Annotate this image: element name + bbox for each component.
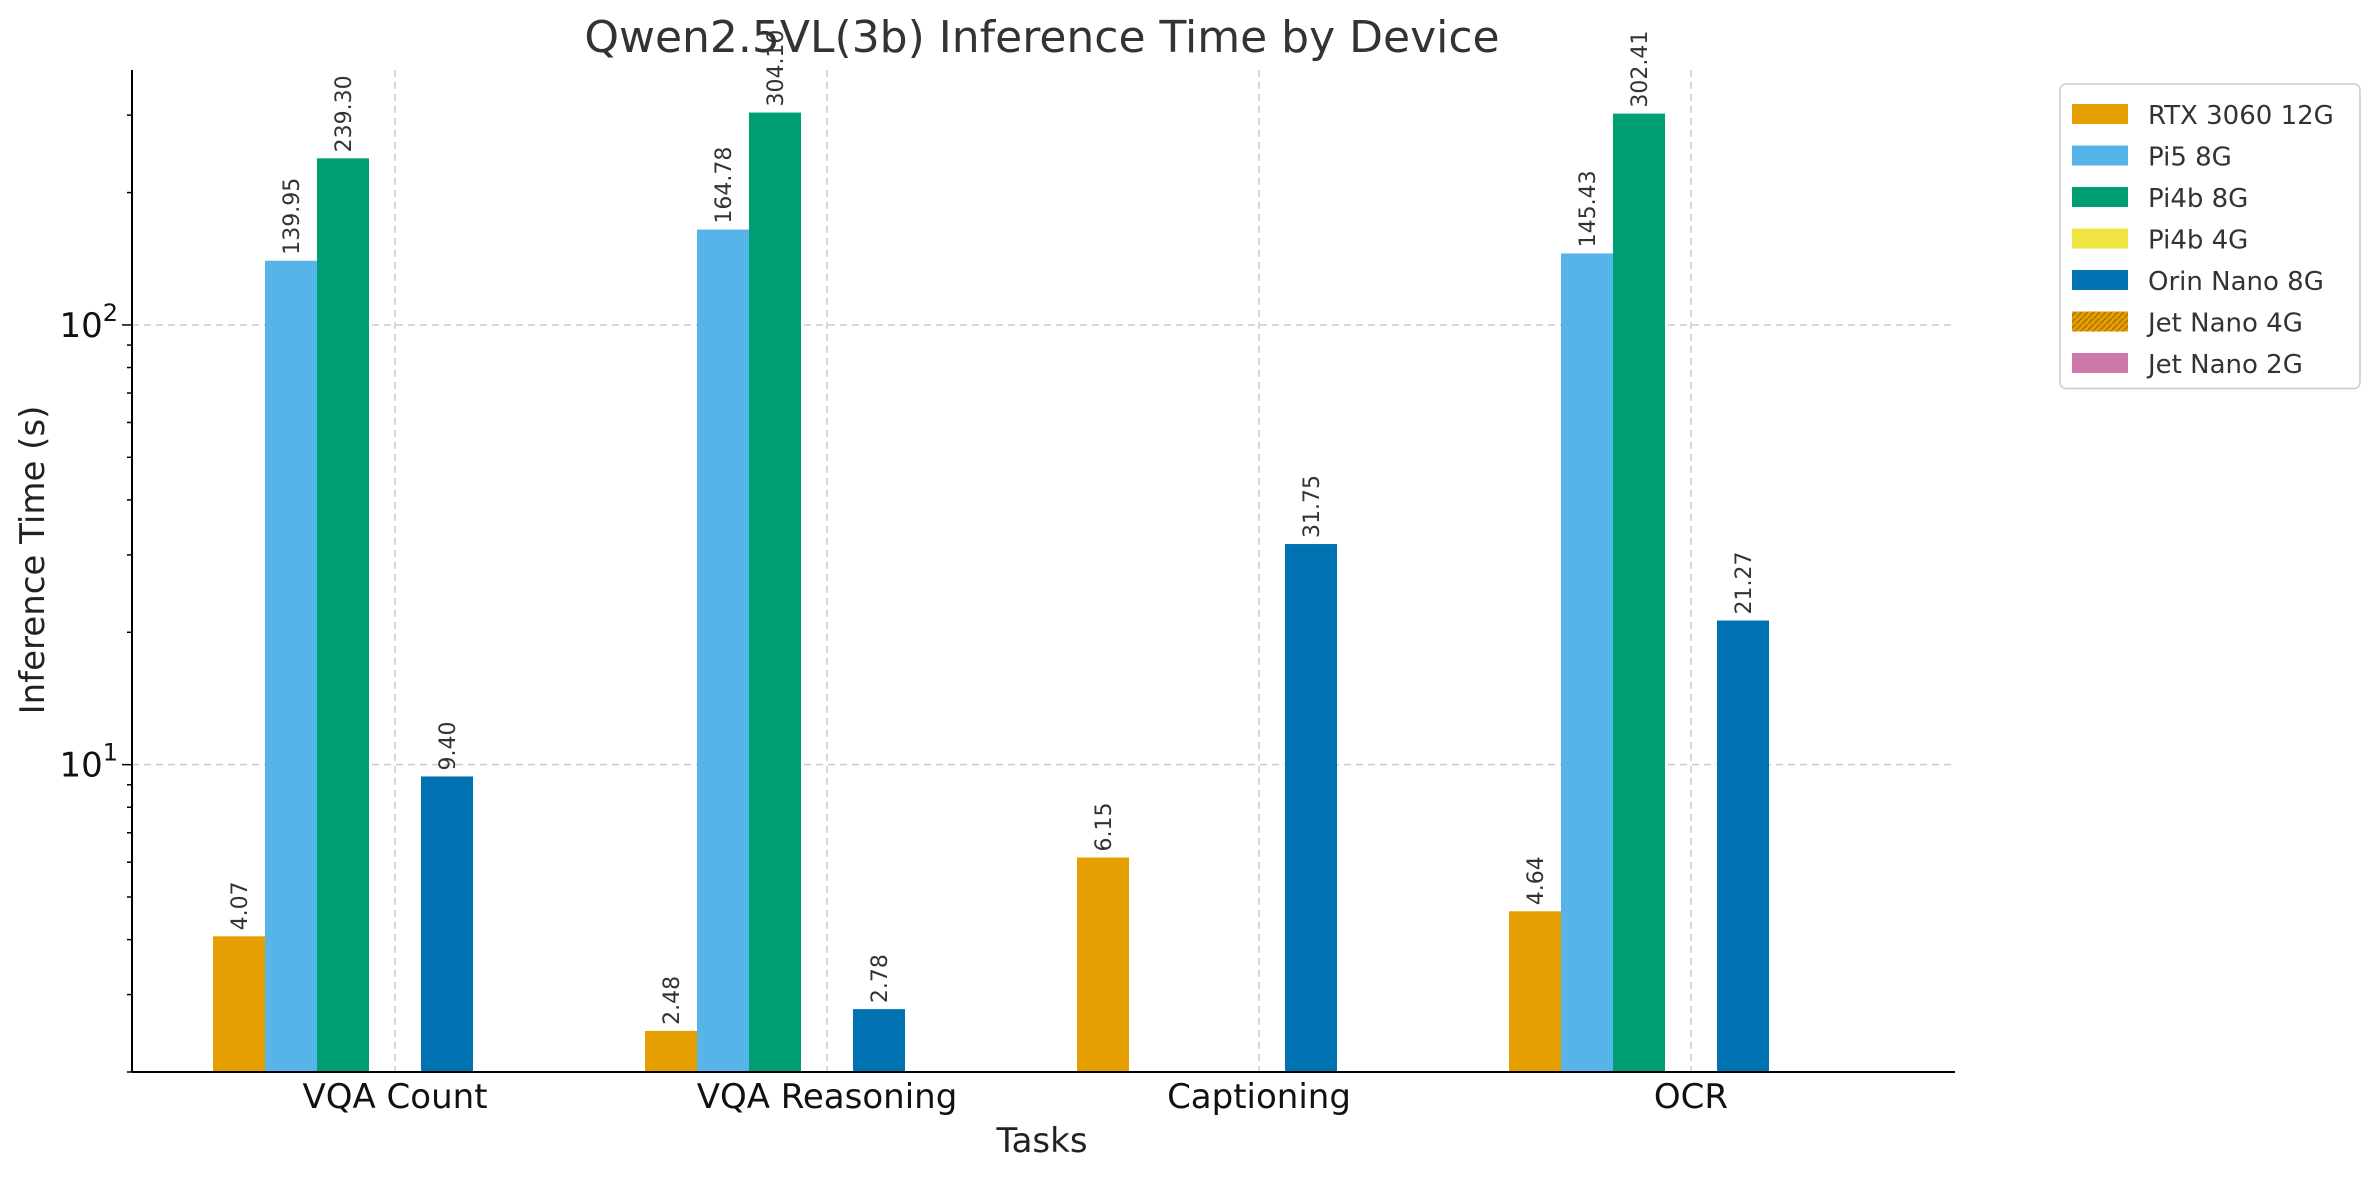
bar bbox=[265, 260, 317, 1072]
legend-box bbox=[2059, 83, 2361, 390]
legend-label: Orin Nano 8G bbox=[2148, 267, 2324, 297]
bar bbox=[749, 112, 801, 1073]
data-label: 6.15 bbox=[1092, 803, 1117, 852]
bar bbox=[1561, 253, 1613, 1073]
legend-swatch bbox=[2072, 228, 2128, 249]
data-label: 4.07 bbox=[228, 881, 253, 930]
data-label: 139.95 bbox=[280, 178, 305, 255]
data-label: 9.40 bbox=[436, 721, 461, 770]
legend-swatch bbox=[2072, 353, 2128, 373]
data-label: 2.48 bbox=[660, 976, 685, 1025]
data-label: 31.75 bbox=[1300, 475, 1325, 538]
x-tick-label: OCR bbox=[1654, 1077, 1728, 1117]
bar bbox=[317, 158, 369, 1072]
data-label: 21.27 bbox=[1732, 552, 1757, 615]
data-label: 145.43 bbox=[1576, 170, 1601, 247]
axes bbox=[131, 70, 1955, 1073]
y-tick-label: 101 bbox=[59, 739, 118, 786]
bars: 4.07 2.48 6.15 4.64 139.95 164.78 145.43 239.30… bbox=[213, 30, 1769, 1073]
x-tick-label: VQA Count bbox=[302, 1077, 487, 1117]
bar bbox=[213, 936, 265, 1072]
legend-swatch bbox=[2072, 187, 2128, 207]
legend-label: Jet Nano 2G bbox=[2146, 350, 2303, 380]
data-label: 4.64 bbox=[1524, 856, 1549, 905]
legend: RTX 3060 12G Pi5 8G Pi4b 8G Pi4b 4G Orin Nan… bbox=[2059, 83, 2361, 390]
data-label: 2.78 bbox=[868, 954, 893, 1003]
data-label: 164.78 bbox=[712, 147, 737, 224]
legend-label: Pi5 8G bbox=[2148, 143, 2232, 173]
x-tick-label: Captioning bbox=[1167, 1077, 1351, 1117]
y-tick-label: 102 bbox=[59, 299, 118, 346]
legend-swatch bbox=[2072, 270, 2128, 290]
chart-title: Qwen2.5VL(3b) Inference Time by Device bbox=[584, 12, 1499, 63]
bar bbox=[1509, 911, 1561, 1072]
y-axis-label: Inference Time (s) bbox=[13, 406, 53, 715]
grid-lines bbox=[132, 70, 1955, 1072]
legend-swatch bbox=[2072, 104, 2128, 124]
bar bbox=[1285, 544, 1337, 1072]
bar bbox=[1717, 620, 1769, 1072]
legend-label: Pi4b 4G bbox=[2148, 226, 2248, 256]
bar bbox=[421, 776, 473, 1072]
ticks: 101 102 VQA Count VQA Reasoning Captioning OC… bbox=[59, 114, 1728, 1117]
legend-label: RTX 3060 12G bbox=[2148, 101, 2334, 131]
x-axis-label: Tasks bbox=[995, 1121, 1087, 1161]
legend-label: Pi4b 8G bbox=[2148, 184, 2248, 214]
legend-label: Jet Nano 4G bbox=[2146, 309, 2303, 339]
x-tick-label: VQA Reasoning bbox=[697, 1077, 958, 1117]
legend-swatch bbox=[2072, 311, 2128, 332]
data-label: 304.10 bbox=[764, 30, 789, 107]
legend-swatch bbox=[2072, 145, 2128, 166]
bar bbox=[853, 1009, 905, 1072]
bar bbox=[697, 229, 749, 1072]
bar bbox=[1613, 113, 1665, 1072]
bar bbox=[1077, 857, 1129, 1072]
data-label: 302.41 bbox=[1628, 31, 1653, 108]
data-label: 239.30 bbox=[332, 75, 357, 152]
bar bbox=[645, 1030, 697, 1072]
